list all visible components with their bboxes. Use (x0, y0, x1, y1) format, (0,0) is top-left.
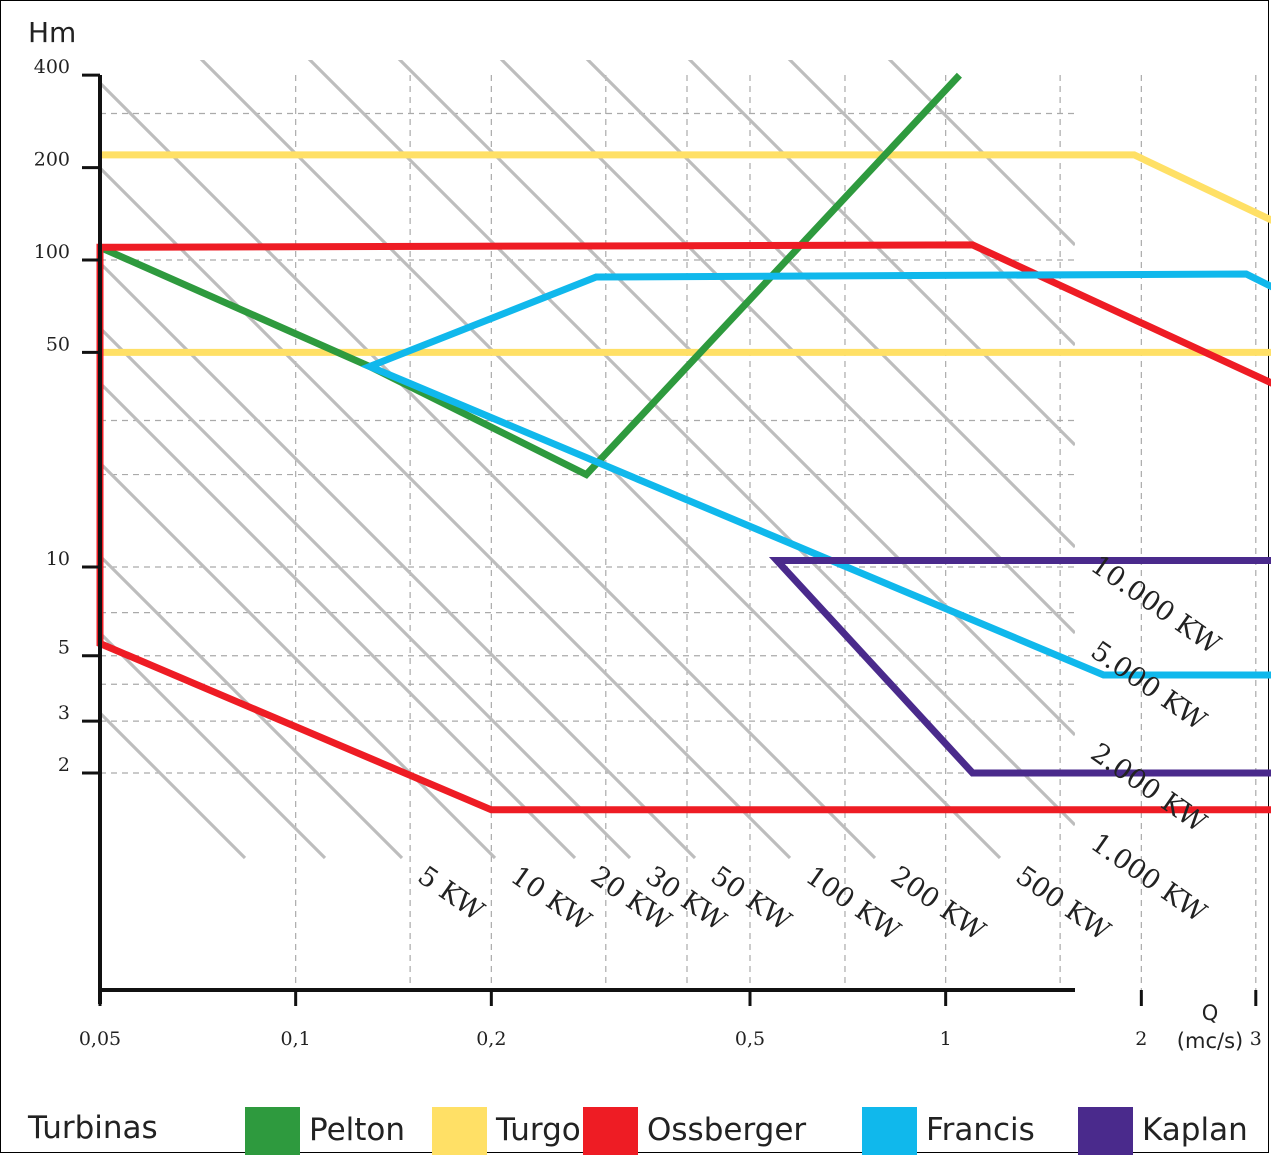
x-tick-label: 0,5 (735, 1028, 765, 1050)
power-line-minor (100, 630, 327, 860)
y-tick-label: 200 (34, 149, 70, 171)
power-line-200 (100, 80, 877, 860)
legend-label-turgo: Turgo (495, 1112, 581, 1148)
power-line-1000 (307, 60, 1075, 827)
x-axis-unit: (mc/s) (1177, 1029, 1243, 1053)
power-line-10000 (585, 60, 1075, 549)
power-line-5 (100, 553, 404, 860)
power-line-2000 (397, 60, 1075, 737)
axes: 23510501002004000,050,10,20,512351030501… (28, 16, 1262, 1053)
power-label: 5 KW (412, 860, 490, 927)
y-tick-label: 50 (46, 333, 70, 355)
y-tick-label: 400 (34, 56, 70, 78)
legend-label-kaplan: Kaplan (1142, 1112, 1248, 1148)
x-tick-label: 0,1 (281, 1028, 311, 1050)
legend-swatch-turgo (432, 1107, 487, 1155)
y-tick-label: 5 (58, 637, 70, 659)
legend-label-pelton: Pelton (309, 1112, 405, 1148)
power-label: 5.000 KW (1085, 635, 1212, 737)
series-ossberger (96, 241, 1271, 814)
power-label: 2.000 KW (1085, 737, 1212, 839)
legend-swatch-pelton (245, 1107, 300, 1155)
legend-swatch-ossberger (583, 1107, 638, 1155)
y-tick-label: 100 (34, 241, 70, 263)
y-axis-title: Hm (28, 16, 76, 49)
power-label: 200 KW (885, 860, 991, 947)
legend-swatch-francis (862, 1107, 917, 1155)
power-label: 100 KW (800, 860, 906, 947)
power-line-30 (100, 325, 632, 860)
power-line-10 (100, 460, 497, 860)
power-line-minor (100, 710, 247, 860)
y-tick-label: 2 (58, 754, 70, 776)
series-francis (360, 270, 1271, 679)
x-tick-label: 0,2 (476, 1028, 506, 1050)
legend: Turbinas Pelton Turgo Ossberger Francis Kapla… (27, 1107, 1248, 1155)
power-line-50 (100, 260, 697, 860)
x-tick-label: 3 (1250, 1028, 1262, 1050)
legend-swatch-kaplan (1078, 1107, 1133, 1155)
x-tick-label: 0,05 (79, 1028, 121, 1050)
legend-title: Turbinas (27, 1110, 158, 1146)
y-tick-label: 3 (58, 702, 70, 724)
turbine-series (96, 72, 1271, 814)
power-line-20 (100, 380, 577, 860)
x-tick-label: 2 (1135, 1028, 1147, 1050)
series-turgo (100, 151, 1271, 356)
power-line-5000 (499, 60, 1075, 635)
power-label: 10 KW (505, 860, 597, 937)
y-tick-label: 10 (46, 548, 70, 570)
x-axis-title: Q (1202, 1001, 1219, 1025)
power-label: 500 KW (1010, 860, 1116, 947)
legend-label-francis: Francis (926, 1112, 1035, 1148)
power-line-100 (100, 165, 792, 860)
x-tick-label: 1 (940, 1028, 952, 1050)
power-line-minor (687, 60, 1075, 447)
series-kaplan (768, 557, 1271, 777)
legend-label-ossberger: Ossberger (647, 1112, 806, 1148)
power-line-minor (787, 60, 1075, 347)
